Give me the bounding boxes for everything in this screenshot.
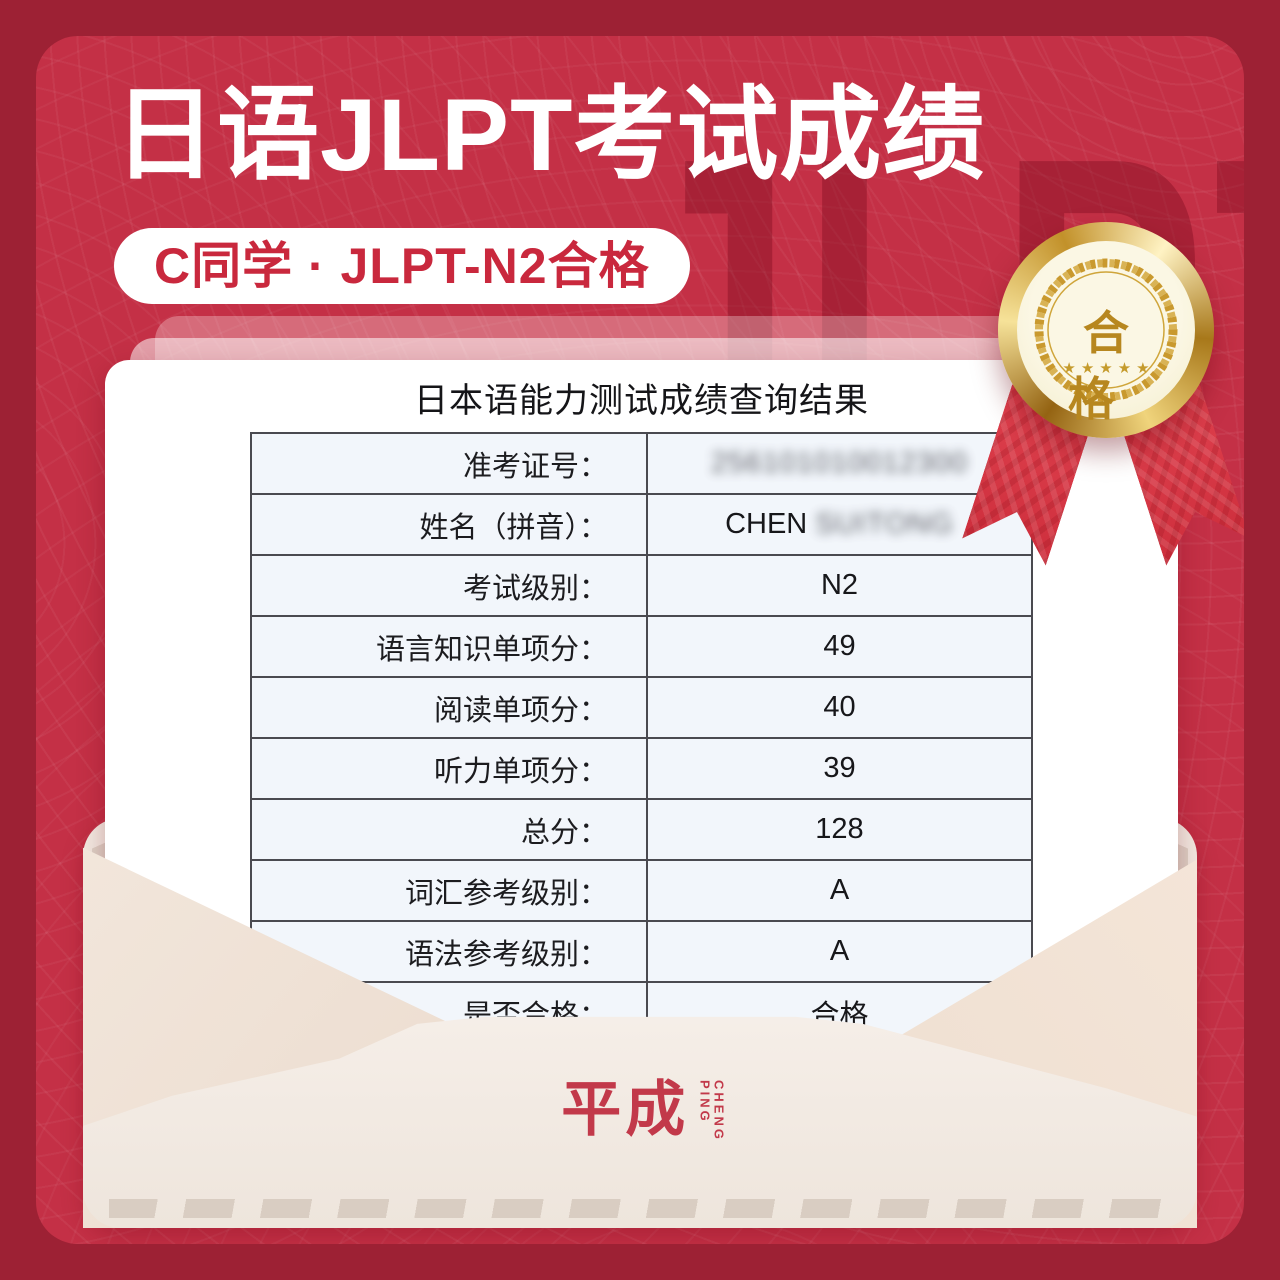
logo-chinese-text: 平成 — [561, 1076, 690, 1143]
table-row: 听力单项分： 39 — [250, 737, 1033, 800]
pass-medal: 合格 ★★★★★ — [998, 222, 1214, 582]
row-label: 总分： — [250, 798, 648, 861]
table-row: 姓名（拼音）： CHEN SUITONG — [250, 493, 1033, 556]
student-badge-label: C同学 · JLPT-N2合格 — [154, 238, 650, 294]
row-label: 阅读单项分： — [250, 676, 648, 739]
table-row: 准考证号： 256101010012300 — [250, 432, 1033, 495]
row-value: 39 — [646, 737, 1033, 800]
poster-title: 日语JLPT考试成绩 — [114, 78, 986, 192]
medal-face: 合格 ★★★★★ — [1017, 241, 1195, 425]
row-label: 语言知识单项分： — [250, 615, 648, 678]
score-table-body: 准考证号： 256101010012300 姓名（拼音）： CHEN SUITONG 考… — [250, 432, 1033, 1044]
row-value: 40 — [646, 676, 1033, 739]
row-value: A — [646, 920, 1033, 983]
medal-pass-label: 合格 — [1068, 307, 1159, 425]
student-badge: C同学 · JLPT-N2合格 — [114, 228, 690, 304]
row-label: 考试级别： — [250, 554, 648, 617]
row-label: 准考证号： — [250, 432, 648, 495]
score-table: 准考证号： 256101010012300 姓名（拼音）： CHEN SUITONG 考… — [250, 432, 1033, 1044]
medal-gold-ring: 合格 ★★★★★ — [998, 222, 1214, 438]
poster-background: JLPT 日语JLPT考试成绩 C同学 · JLPT-N2合格 日本语能力测试成… — [36, 36, 1244, 1244]
row-label: 姓名（拼音）： — [250, 493, 648, 556]
table-row: 阅读单项分： 40 — [250, 676, 1033, 739]
row-label: 听力单项分： — [250, 737, 648, 800]
table-row: 总分： 128 — [250, 798, 1033, 861]
table-row: 考试级别： N2 — [250, 554, 1033, 617]
row-value: CHEN SUITONG — [646, 493, 1033, 556]
envelope-bottom-stitch-pattern — [109, 1199, 1171, 1218]
table-row: 语言知识单项分： 49 — [250, 615, 1033, 678]
row-value: 256101010012300 — [646, 432, 1033, 495]
pingcheng-logo: 平成 CHENG PING — [561, 1076, 727, 1143]
logo-english-text: CHENG PING — [697, 1080, 727, 1142]
table-row: 语法参考级别： A — [250, 920, 1033, 983]
row-value: 128 — [646, 798, 1033, 861]
row-value: N2 — [646, 554, 1033, 617]
row-label: 词汇参考级别： — [250, 859, 648, 922]
table-row: 词汇参考级别： A — [250, 859, 1033, 922]
medal-stars: ★★★★★ — [1062, 360, 1155, 377]
row-value: A — [646, 859, 1033, 922]
laurel-wreath-icon — [1034, 258, 1178, 402]
row-value: 49 — [646, 615, 1033, 678]
score-card-title: 日本语能力测试成绩查询结果 — [414, 382, 869, 420]
